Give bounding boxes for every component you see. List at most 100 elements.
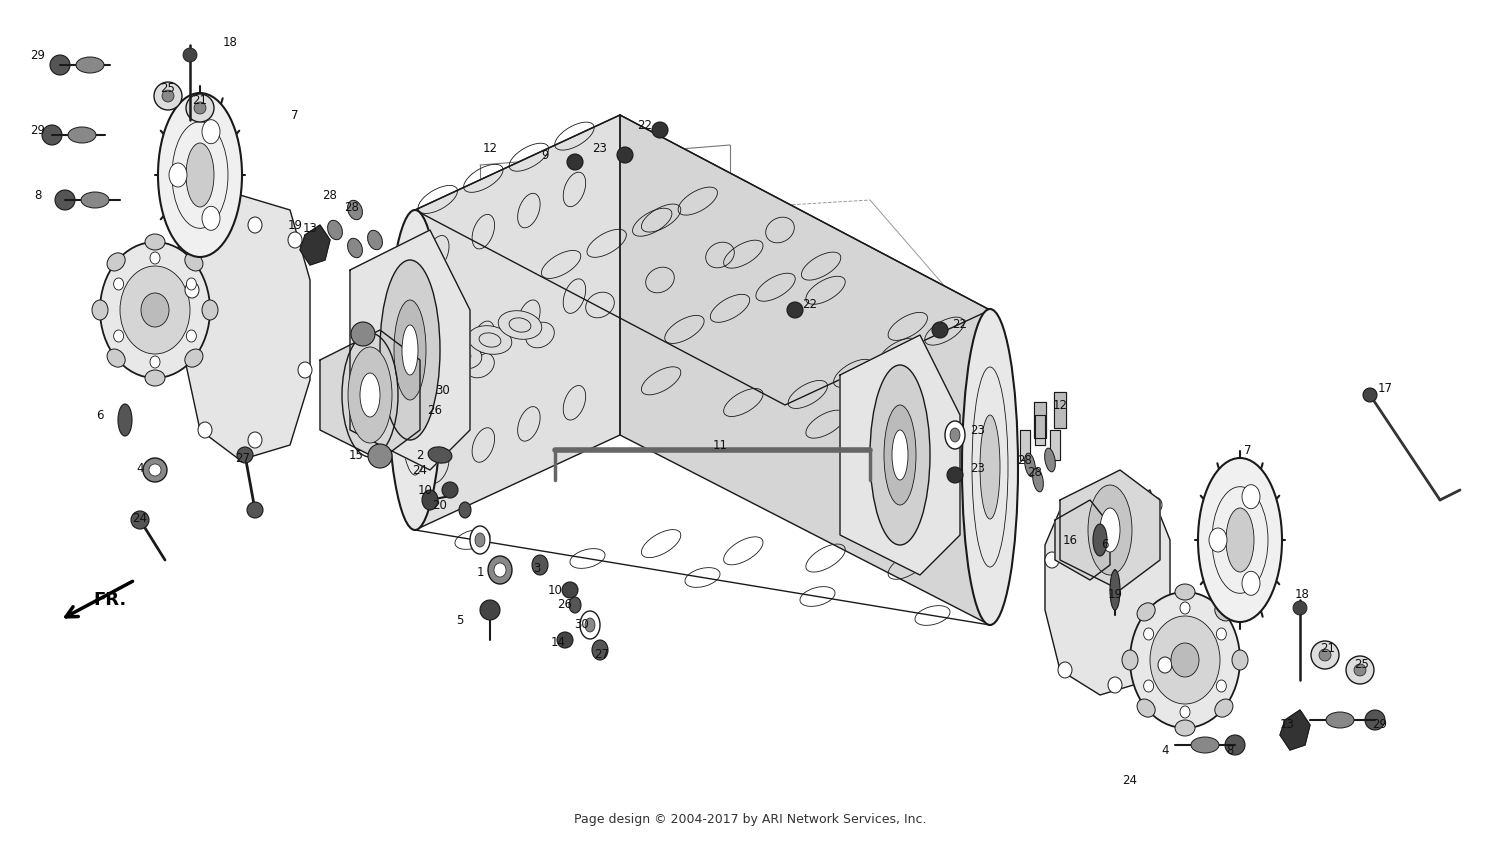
Ellipse shape	[146, 370, 165, 386]
Text: 23: 23	[970, 461, 986, 475]
Ellipse shape	[184, 253, 202, 271]
Ellipse shape	[1172, 643, 1198, 677]
Ellipse shape	[592, 640, 608, 660]
Polygon shape	[1020, 430, 1031, 460]
Ellipse shape	[1094, 524, 1107, 556]
Ellipse shape	[327, 221, 342, 240]
Text: 20: 20	[432, 498, 447, 511]
Ellipse shape	[92, 300, 108, 320]
Text: 7: 7	[1244, 444, 1251, 456]
Ellipse shape	[562, 582, 578, 598]
Ellipse shape	[1180, 706, 1190, 718]
Ellipse shape	[498, 311, 542, 339]
Ellipse shape	[202, 206, 220, 231]
Text: 10: 10	[417, 483, 432, 497]
Text: 22: 22	[952, 318, 968, 332]
Ellipse shape	[1346, 656, 1374, 684]
Ellipse shape	[348, 347, 392, 443]
Text: 25: 25	[160, 82, 176, 94]
Text: 29: 29	[30, 124, 45, 136]
Ellipse shape	[476, 533, 484, 547]
Text: 30: 30	[574, 619, 590, 632]
Text: 14: 14	[550, 636, 566, 648]
Text: 5: 5	[456, 614, 464, 626]
Text: 29: 29	[1372, 718, 1388, 732]
Text: 3: 3	[534, 562, 540, 574]
Ellipse shape	[56, 190, 75, 210]
Text: 23: 23	[970, 424, 986, 436]
Ellipse shape	[120, 266, 190, 354]
Ellipse shape	[183, 48, 196, 62]
Text: 23: 23	[592, 141, 608, 154]
Polygon shape	[1050, 430, 1060, 460]
Ellipse shape	[1232, 650, 1248, 670]
Text: 6: 6	[96, 408, 104, 422]
Polygon shape	[1054, 392, 1066, 428]
Ellipse shape	[100, 242, 210, 378]
Ellipse shape	[580, 611, 600, 639]
Ellipse shape	[141, 293, 170, 327]
Polygon shape	[1054, 500, 1110, 580]
Ellipse shape	[118, 404, 132, 436]
Text: 11: 11	[712, 439, 728, 451]
Ellipse shape	[202, 300, 217, 320]
Text: 12: 12	[483, 141, 498, 154]
Ellipse shape	[932, 322, 948, 338]
Ellipse shape	[150, 356, 160, 368]
Ellipse shape	[1354, 664, 1366, 676]
Text: 17: 17	[1377, 381, 1392, 395]
Text: 29: 29	[30, 49, 45, 61]
Text: Page design © 2004-2017 by ARI Network Services, Inc.: Page design © 2004-2017 by ARI Network S…	[573, 813, 926, 827]
Ellipse shape	[892, 430, 908, 480]
Polygon shape	[1034, 402, 1046, 438]
Text: 15: 15	[348, 449, 363, 461]
Ellipse shape	[1242, 485, 1260, 509]
Ellipse shape	[248, 432, 262, 448]
Ellipse shape	[150, 252, 160, 264]
Ellipse shape	[556, 632, 573, 648]
Text: 24: 24	[1122, 774, 1137, 786]
Ellipse shape	[1242, 572, 1260, 595]
Ellipse shape	[106, 253, 124, 271]
Text: 26: 26	[558, 599, 573, 611]
Text: 18: 18	[1294, 589, 1310, 601]
Text: 13: 13	[1280, 718, 1294, 732]
Ellipse shape	[488, 556, 512, 584]
Ellipse shape	[427, 447, 451, 463]
Text: 28: 28	[1017, 454, 1032, 466]
Ellipse shape	[380, 260, 440, 440]
Polygon shape	[1035, 415, 1046, 445]
Text: 4: 4	[1161, 743, 1168, 756]
Ellipse shape	[288, 232, 302, 248]
Text: 19: 19	[288, 219, 303, 232]
Polygon shape	[350, 230, 470, 470]
Ellipse shape	[788, 302, 802, 318]
Polygon shape	[1060, 470, 1160, 590]
Text: 28: 28	[322, 189, 338, 201]
Text: 10: 10	[548, 584, 562, 596]
Ellipse shape	[1143, 680, 1154, 692]
Ellipse shape	[248, 502, 262, 518]
Polygon shape	[620, 115, 990, 625]
Ellipse shape	[368, 444, 392, 468]
Ellipse shape	[468, 326, 512, 354]
Ellipse shape	[1209, 528, 1227, 552]
Ellipse shape	[652, 122, 668, 138]
Ellipse shape	[1293, 601, 1306, 615]
Ellipse shape	[946, 467, 963, 483]
Text: 1: 1	[477, 566, 483, 578]
Ellipse shape	[1216, 680, 1227, 692]
Ellipse shape	[114, 278, 123, 290]
Text: 12: 12	[1053, 398, 1068, 412]
Text: 9: 9	[542, 148, 549, 162]
Text: 4: 4	[136, 461, 144, 475]
Ellipse shape	[106, 349, 124, 367]
Polygon shape	[320, 330, 420, 460]
Ellipse shape	[68, 127, 96, 143]
Text: 26: 26	[427, 403, 442, 417]
Text: 8: 8	[1227, 743, 1233, 756]
Text: 22: 22	[638, 119, 652, 131]
Ellipse shape	[194, 102, 206, 114]
Polygon shape	[416, 115, 620, 530]
Ellipse shape	[1215, 603, 1233, 621]
